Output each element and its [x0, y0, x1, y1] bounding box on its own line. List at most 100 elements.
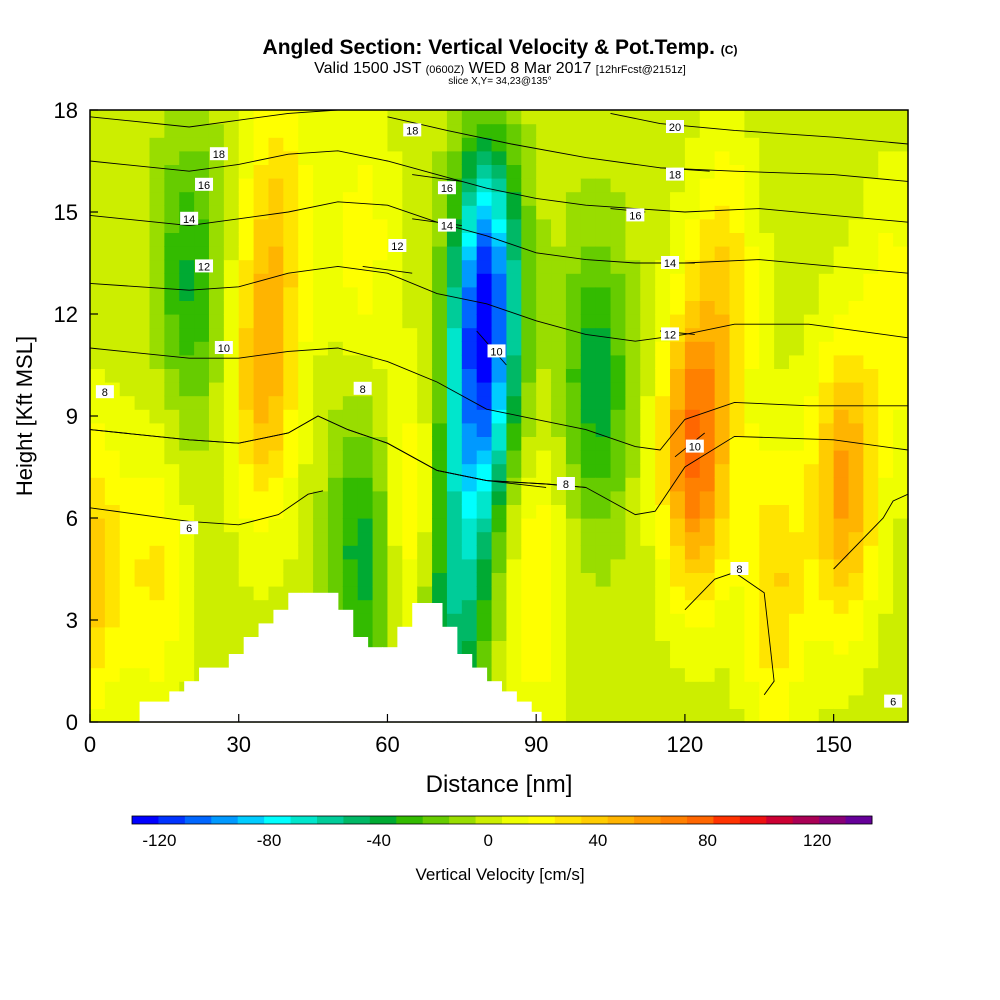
velocity-cell [789, 137, 805, 152]
velocity-cell [476, 137, 493, 152]
velocity-cell [223, 178, 240, 193]
velocity-cell [595, 450, 612, 465]
velocity-cell [714, 545, 731, 560]
velocity-cell [818, 368, 835, 383]
velocity-cell [104, 341, 121, 356]
velocity-cell [253, 123, 270, 138]
velocity-cell [863, 450, 879, 465]
velocity-cell [699, 654, 716, 669]
velocity-cell [759, 436, 775, 451]
contour-label-bg [661, 256, 680, 269]
velocity-cell [610, 531, 627, 546]
velocity-cell [640, 150, 656, 165]
velocity-cell [402, 463, 418, 478]
velocity-cell [536, 178, 552, 193]
velocity-cell [342, 558, 359, 573]
velocity-cell [90, 586, 106, 601]
velocity-cell [208, 314, 225, 329]
velocity-cell [194, 341, 210, 356]
velocity-cell [521, 490, 537, 505]
velocity-cell [223, 300, 240, 315]
velocity-cell [759, 341, 775, 356]
velocity-cell [536, 694, 552, 709]
velocity-cell [149, 123, 165, 138]
velocity-cell [283, 246, 299, 261]
velocity-cell [759, 110, 775, 125]
velocity-cell [655, 681, 671, 696]
velocity-cell [759, 259, 775, 274]
velocity-cell [536, 191, 552, 206]
x-tick-label: 0 [84, 732, 96, 757]
velocity-cell [446, 422, 463, 437]
velocity-cell [432, 246, 448, 261]
velocity-cell [595, 694, 612, 709]
velocity-cell [744, 150, 760, 165]
velocity-cell [194, 286, 210, 301]
velocity-cell [759, 518, 775, 533]
velocity-cell [446, 463, 463, 478]
theta-contour-line [89, 490, 324, 526]
colorbar-swatch [554, 816, 582, 824]
velocity-cell [491, 259, 508, 274]
velocity-cell [90, 300, 106, 315]
velocity-cell [461, 558, 478, 573]
velocity-cell [878, 558, 894, 573]
velocity-cell [90, 640, 106, 655]
velocity-cell [848, 613, 864, 628]
velocity-cell [833, 123, 850, 138]
velocity-cell [298, 110, 314, 125]
velocity-cell [729, 681, 745, 696]
velocity-cell [833, 327, 850, 342]
velocity-cell [684, 599, 701, 614]
velocity-cell [134, 531, 151, 546]
velocity-cell [283, 123, 299, 138]
colorbar-swatch [634, 816, 662, 824]
velocity-cell [194, 504, 210, 519]
velocity-cell [119, 518, 136, 533]
velocity-cell [417, 531, 433, 546]
velocity-cell [417, 137, 433, 152]
velocity-cell [90, 654, 106, 669]
velocity-cell [179, 436, 195, 451]
velocity-cell [640, 422, 656, 437]
velocity-cell [699, 490, 716, 505]
velocity-cell [372, 123, 389, 138]
velocity-cell [684, 667, 701, 682]
velocity-cell [551, 518, 567, 533]
velocity-cell [446, 110, 463, 125]
velocity-cell [863, 137, 879, 152]
velocity-cell [893, 137, 909, 152]
velocity-cell [848, 450, 864, 465]
contour-label: 18 [213, 149, 225, 161]
velocity-cell [848, 708, 864, 723]
y-tick-label: 9 [66, 404, 78, 429]
velocity-cell [744, 137, 760, 152]
velocity-cell [119, 613, 136, 628]
colorbar: -120 -80 -40 0 40 80 120 [131, 815, 873, 850]
velocity-cell [595, 123, 612, 138]
velocity-cell [699, 368, 716, 383]
velocity-cell [818, 504, 835, 519]
velocity-cell [848, 300, 864, 315]
velocity-cell [298, 178, 314, 193]
velocity-cell [640, 273, 656, 288]
velocity-cell [655, 667, 671, 682]
velocity-cell [149, 259, 165, 274]
velocity-cell [357, 327, 374, 342]
velocity-cell [625, 232, 641, 247]
contour-label-bg [730, 562, 749, 575]
velocity-cell [565, 382, 582, 397]
velocity-cell [789, 545, 805, 560]
velocity-cell [610, 191, 627, 206]
velocity-cell [119, 286, 136, 301]
velocity-cell [461, 572, 478, 587]
velocity-cell [283, 327, 299, 342]
velocity-cell [565, 273, 582, 288]
velocity-cell [699, 314, 716, 329]
velocity-cell [744, 626, 760, 641]
velocity-cell [714, 422, 731, 437]
velocity-cell [640, 531, 656, 546]
velocity-cell [684, 531, 701, 546]
velocity-cell [744, 681, 760, 696]
velocity-cell [833, 545, 850, 560]
